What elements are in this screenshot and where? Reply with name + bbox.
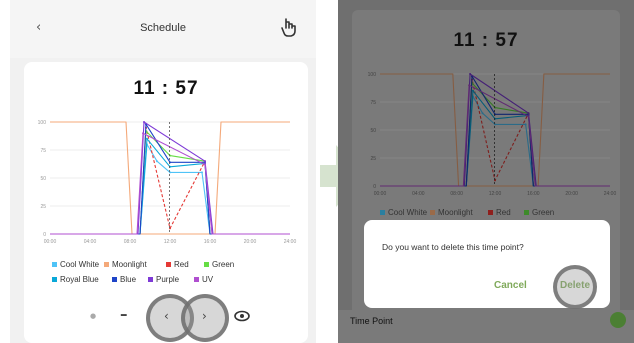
series-line-red bbox=[50, 127, 290, 235]
y-tick-label: 50 bbox=[370, 128, 376, 134]
series-point bbox=[204, 163, 206, 166]
x-tick-label: 08:00 bbox=[124, 239, 137, 245]
legend-item-green: Green bbox=[524, 208, 554, 217]
x-tick-label: 20:00 bbox=[565, 191, 578, 197]
legend-item-red: Red bbox=[166, 260, 189, 269]
series-line-uv bbox=[380, 84, 610, 187]
x-tick-label: 08:00 bbox=[450, 191, 463, 197]
series-line-royal-blue bbox=[380, 90, 610, 187]
series-point bbox=[527, 112, 530, 115]
next-point-chevron-icon[interactable]: › bbox=[202, 309, 207, 323]
y-tick-label: 25 bbox=[40, 204, 46, 210]
y-tick-label: 75 bbox=[40, 148, 46, 154]
legend-item-moonlight: Moonlight bbox=[430, 208, 473, 217]
series-point bbox=[143, 121, 145, 123]
legend-item-cool-white: Cool White bbox=[52, 260, 99, 269]
page-title: Schedule bbox=[140, 22, 186, 34]
series-line-red bbox=[380, 79, 610, 187]
confirm-dialog: Do you want to delete this time point? C… bbox=[364, 220, 610, 309]
legend-item-purple: Purple bbox=[148, 275, 179, 284]
series-line-moonlight bbox=[380, 73, 610, 187]
x-tick-label: 16:00 bbox=[204, 239, 217, 245]
legend-item-red: Red bbox=[488, 208, 511, 217]
schedule-card: 11 : 57 0 25 50 75 100 00:00 04:00 08:00 12:00 16… bbox=[24, 62, 308, 343]
tap-highlight-next bbox=[181, 294, 229, 342]
series-point bbox=[201, 171, 203, 174]
x-tick-label: 16:00 bbox=[527, 191, 540, 197]
series-point bbox=[142, 132, 144, 135]
current-time: 11 : 57 bbox=[133, 78, 199, 99]
series-point bbox=[156, 160, 158, 163]
legend-item-uv: UV bbox=[194, 275, 213, 284]
series-line-uv bbox=[50, 132, 290, 235]
x-tick-label: 20:00 bbox=[244, 239, 257, 245]
delete-confirm-screen: 11 : 57 0 25 50 75 100 00:00 04:00 08:00 12:00 16… bbox=[338, 0, 634, 343]
legend-item-moonlight: Moonlight bbox=[104, 260, 147, 269]
y-tick-label: 75 bbox=[370, 100, 376, 106]
series-point bbox=[481, 112, 484, 115]
x-tick-label: 12:00 bbox=[164, 239, 177, 245]
back-chevron-icon[interactable]: ‹ bbox=[36, 20, 42, 35]
legend-item-cool-white: Cool White bbox=[380, 208, 427, 217]
cancel-button[interactable]: Cancel bbox=[494, 280, 527, 291]
series-point bbox=[527, 115, 530, 118]
tap-highlight-delete bbox=[553, 265, 597, 309]
time-point-label: Time Point bbox=[350, 316, 393, 326]
y-tick-label: 50 bbox=[40, 176, 46, 182]
series-line-moonlight bbox=[50, 121, 290, 235]
x-tick-label: 12:00 bbox=[489, 191, 502, 197]
dimmed-spectrum-chart: 0 25 50 75 100 00:00 04:00 08:00 12:00 16:00 20:00… bbox=[368, 72, 617, 197]
time-point-bar bbox=[338, 310, 634, 343]
series-line-blue bbox=[50, 123, 290, 235]
series-point bbox=[469, 73, 472, 75]
x-tick-label: 00:00 bbox=[374, 191, 387, 197]
y-tick-label: 0 bbox=[373, 184, 376, 190]
x-tick-label: 24:00 bbox=[284, 239, 297, 245]
series-point bbox=[204, 160, 206, 163]
time-point-indicator[interactable] bbox=[610, 312, 626, 328]
legend-item-royal-blue: Royal Blue bbox=[52, 275, 99, 284]
series-line-royal-blue bbox=[50, 138, 290, 235]
spectrum-chart[interactable]: 0 25 50 75 100 00:00 04:00 08:00 12:00 16:00 20:00… bbox=[24, 112, 308, 252]
x-tick-label: 00:00 bbox=[44, 239, 57, 245]
series-point bbox=[146, 137, 148, 140]
y-tick-label: 100 bbox=[368, 72, 377, 78]
hand-pointer-icon[interactable] bbox=[280, 17, 298, 37]
schedule-screen: ‹ Schedule 11 : 57 0 25 50 75 100 00:00 04:00 0… bbox=[10, 0, 316, 343]
series-line-cool-white bbox=[50, 143, 290, 235]
dialog-message: Do you want to delete this time point? bbox=[382, 242, 524, 252]
current-time: 11 : 57 bbox=[453, 30, 519, 51]
eye-icon[interactable] bbox=[234, 310, 250, 322]
remove-point-button[interactable]: – bbox=[120, 305, 128, 323]
series-line-cool-white bbox=[380, 95, 610, 187]
x-tick-label: 24:00 bbox=[604, 191, 617, 197]
legend-item-blue: Blue bbox=[112, 275, 136, 284]
series-point bbox=[471, 89, 474, 92]
series-point bbox=[524, 123, 527, 126]
prev-point-chevron-icon[interactable]: ‹ bbox=[164, 309, 169, 323]
series-point bbox=[468, 84, 471, 87]
dot-icon[interactable]: ● bbox=[90, 312, 97, 320]
y-tick-label: 0 bbox=[43, 232, 46, 238]
y-tick-label: 25 bbox=[370, 156, 376, 162]
app-header: ‹ Schedule bbox=[10, 0, 316, 58]
y-tick-label: 100 bbox=[38, 120, 47, 126]
legend-item-green: Green bbox=[204, 260, 234, 269]
x-tick-label: 04:00 bbox=[412, 191, 425, 197]
series-line-blue bbox=[380, 75, 610, 187]
chart-legend: Cool White Moonlight Red Green Royal Blu… bbox=[52, 260, 292, 290]
x-tick-label: 04:00 bbox=[84, 239, 97, 245]
